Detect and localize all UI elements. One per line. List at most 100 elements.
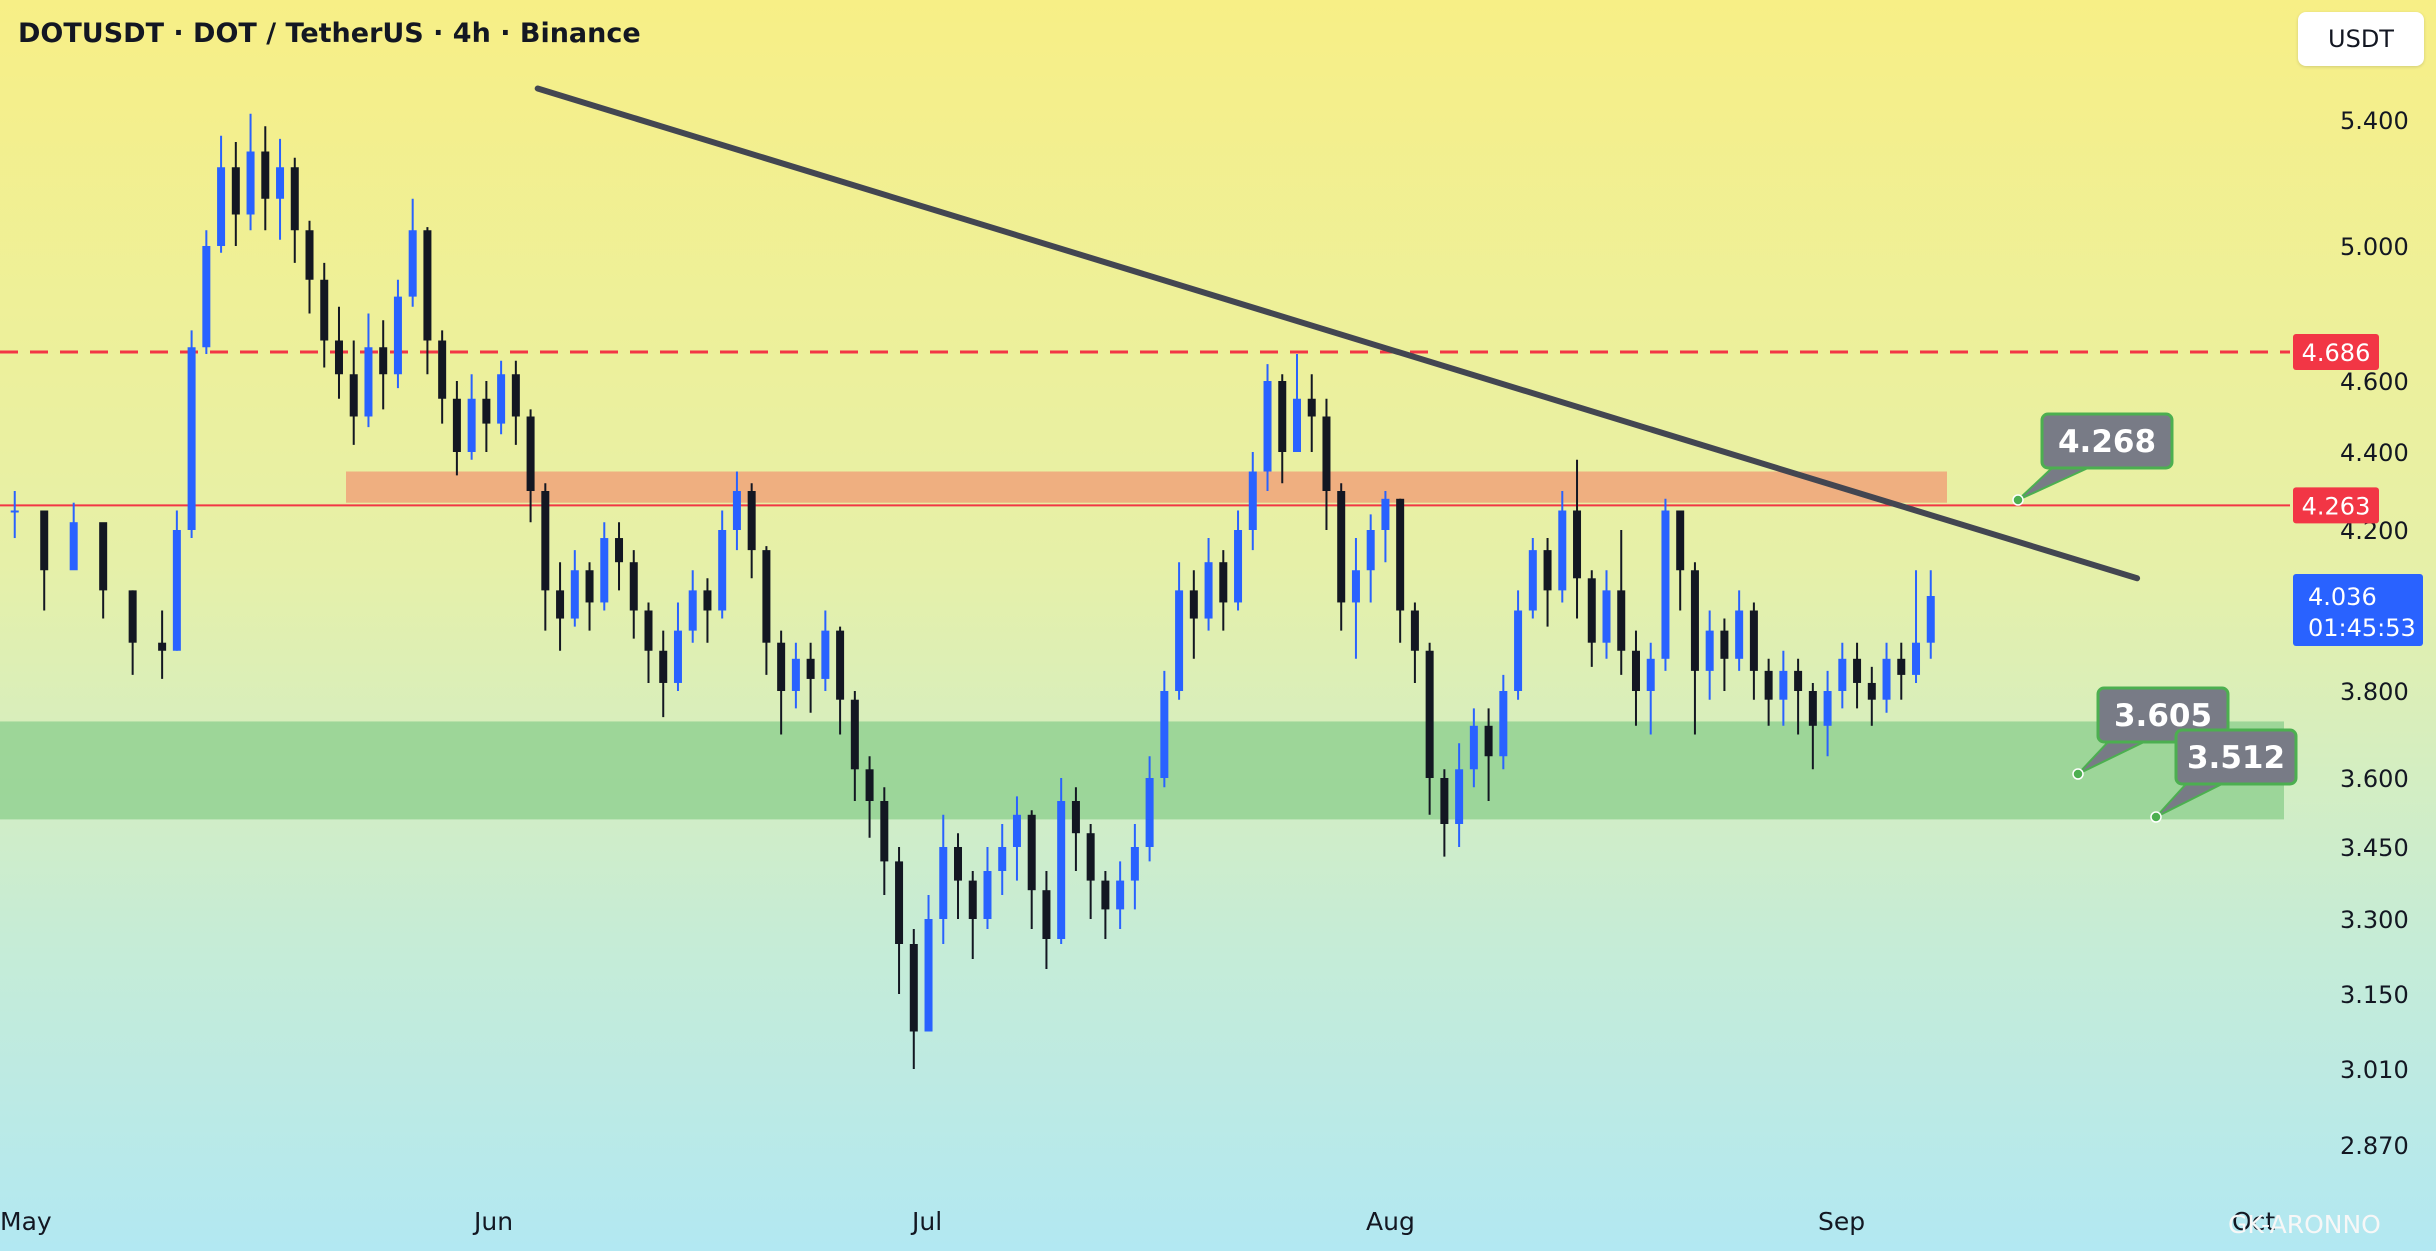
candle [1808,682,1817,770]
candle [172,510,181,651]
candle [777,630,786,735]
candle [423,227,432,375]
price-tick-label: 3.150 [2340,981,2409,1009]
candle [1071,787,1080,871]
svg-text:4.686: 4.686 [2302,339,2371,367]
candle [1661,498,1670,671]
candle [482,381,491,452]
candle [1455,743,1464,847]
candle [939,814,948,944]
candle [954,833,963,919]
candle [526,409,535,523]
candle [1528,538,1537,619]
candle [644,602,653,683]
candle [924,895,933,1032]
price-tick-label: 5.000 [2340,233,2409,261]
candle [1720,618,1729,691]
time-tick-label: Oct [2232,1207,2275,1236]
price-callout[interactable]: 3.512 [2150,728,2298,823]
candle [1086,824,1095,919]
candle [968,871,977,959]
candle [732,471,741,551]
zones-layer [0,471,2284,820]
candle [364,313,373,428]
candle [600,522,609,611]
candle [1027,810,1036,929]
time-axis[interactable]: May Jun Jul Aug Sep Oct [0,1207,2275,1236]
candle [541,483,550,631]
time-tick-label: Sep [1818,1207,1865,1236]
callout-label: 3.605 [2114,698,2212,734]
candle [452,381,461,476]
candle [1735,590,1744,671]
price-level-badge: 4.263 [2293,487,2379,524]
candle [290,157,299,263]
candle [99,522,108,619]
candle [1838,642,1847,709]
svg-text:4.263: 4.263 [2302,492,2371,520]
candle [1410,602,1419,683]
candle [231,142,240,246]
trendline[interactable] [534,85,2141,582]
candle [1558,491,1567,603]
candle [718,510,727,619]
price-tick-label: 3.800 [2340,678,2409,706]
candle [217,135,226,253]
candle [1469,708,1478,788]
currency-button[interactable]: USDT [2298,12,2424,66]
candle [821,610,830,691]
candle [1690,562,1699,735]
candle [158,610,167,679]
candle [1322,398,1331,530]
candle [1101,871,1110,939]
candle [1779,650,1788,726]
price-tick-label: 4.600 [2340,368,2409,396]
time-tick-label: Jul [910,1207,942,1236]
candle [379,320,388,410]
current-price-badge: 4.036 01:45:53 [2293,574,2423,647]
chart-title: DOTUSDT · DOT / TetherUS · 4h · Binance [18,18,641,49]
candle [1602,570,1611,659]
candle [747,483,756,579]
candle [998,824,1007,895]
candle [1116,861,1125,929]
candle [1234,510,1243,611]
zone-support [0,721,2284,820]
candle [467,374,476,460]
candle [1307,374,1316,452]
candle [850,691,859,801]
candle [408,198,417,307]
candle [1749,602,1758,700]
callouts-layer: 4.268 3.605 3.512 [2012,412,2298,823]
price-tick-label: 4.400 [2340,439,2409,467]
candle [1764,658,1773,726]
candle [1926,570,1935,659]
price-tick-label: 3.010 [2340,1056,2409,1084]
candle [895,847,904,994]
candle [497,360,506,435]
candle [615,522,624,591]
candle [1042,871,1051,969]
price-axis[interactable]: 5.4005.0004.6004.4004.2003.8003.6003.450… [2293,107,2423,1160]
candle [1160,670,1169,788]
candle [202,230,211,354]
candle [246,113,255,231]
candle [659,630,668,718]
candle [762,546,771,675]
candle [909,929,918,1069]
candle [570,550,579,627]
candle [40,510,49,611]
candle [1882,642,1891,713]
price-tick-label: 3.300 [2340,906,2409,934]
price-callout[interactable]: 4.268 [2012,412,2174,506]
price-tick-label: 2.870 [2340,1132,2409,1160]
candle [1676,510,1685,611]
candle [1425,642,1434,815]
candle [1381,491,1390,563]
trendline-layer [534,85,2141,582]
candle [688,570,697,643]
candle [128,590,137,675]
time-tick-label: May [0,1207,52,1236]
